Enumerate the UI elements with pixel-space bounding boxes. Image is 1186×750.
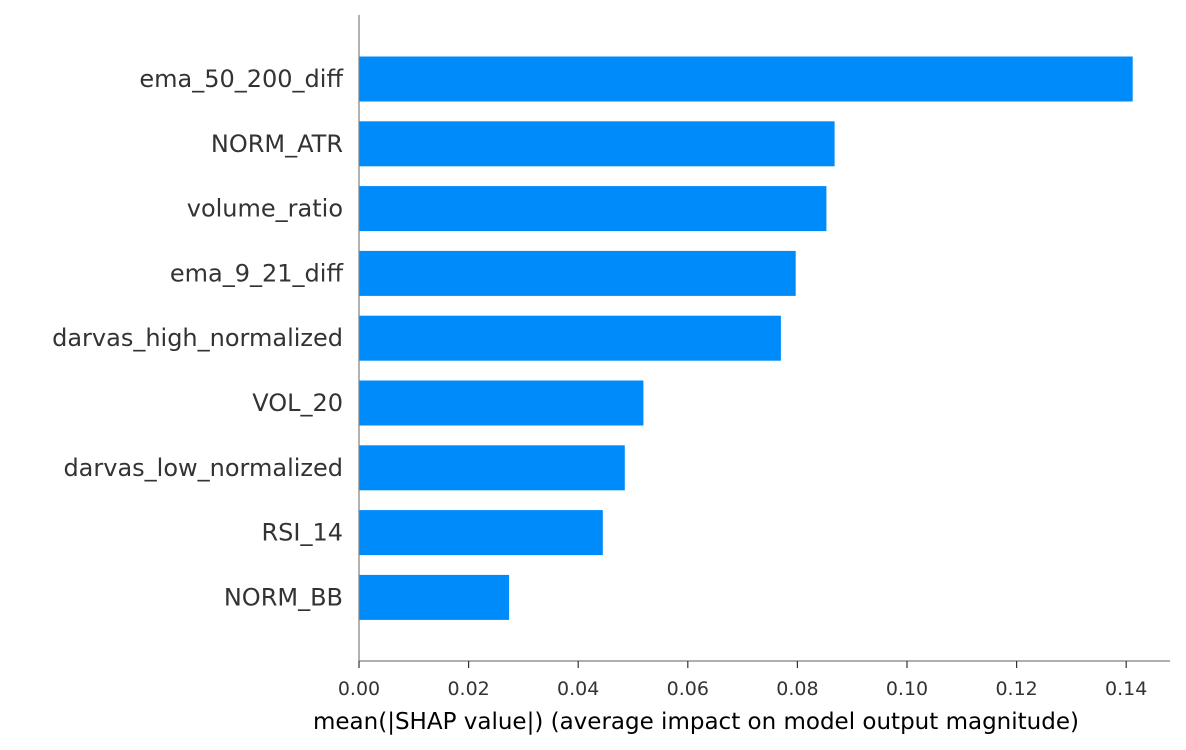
bar-VOL_20 bbox=[359, 380, 644, 426]
x-tick-label: 0.02 bbox=[447, 678, 489, 700]
bar-darvas_low_normalized bbox=[359, 445, 625, 491]
bar-NORM_BB bbox=[359, 574, 510, 620]
bar-ema_9_21_diff bbox=[359, 250, 796, 296]
x-axis-title: mean(|SHAP value|) (average impact on mo… bbox=[313, 709, 1079, 735]
x-tick-label: 0.00 bbox=[338, 678, 380, 700]
category-label-darvas_low_normalized: darvas_low_normalized bbox=[63, 454, 343, 482]
category-label-darvas_high_normalized: darvas_high_normalized bbox=[52, 324, 343, 352]
category-label-RSI_14: RSI_14 bbox=[261, 519, 343, 547]
x-tick-label: 0.08 bbox=[776, 678, 818, 700]
category-label-NORM_BB: NORM_BB bbox=[224, 583, 343, 611]
category-label-volume_ratio: volume_ratio bbox=[187, 195, 343, 223]
x-tick-label: 0.12 bbox=[995, 678, 1037, 700]
bar-NORM_ATR bbox=[359, 121, 835, 167]
bar-darvas_high_normalized bbox=[359, 315, 781, 361]
bar-volume_ratio bbox=[359, 186, 827, 232]
x-tick-label: 0.04 bbox=[557, 678, 599, 700]
x-ticks-group: 0.00 0.02 0.04 0.06 0.08 0.10 0.12 0.14 bbox=[338, 661, 1147, 700]
bar-ema_50_200_diff bbox=[359, 56, 1133, 102]
category-label-ema_9_21_diff: ema_9_21_diff bbox=[170, 259, 344, 287]
x-tick-label: 0.06 bbox=[667, 678, 709, 700]
category-label-VOL_20: VOL_20 bbox=[252, 389, 343, 417]
category-label-NORM_ATR: NORM_ATR bbox=[211, 130, 343, 158]
x-tick-label: 0.10 bbox=[886, 678, 928, 700]
category-labels-group: ema_50_200_diff NORM_ATR volume_ratio ema_9… bbox=[52, 65, 343, 611]
bars-group bbox=[359, 56, 1133, 620]
category-label-ema_50_200_diff: ema_50_200_diff bbox=[139, 65, 343, 93]
x-tick-label: 0.14 bbox=[1105, 678, 1147, 700]
bar-RSI_14 bbox=[359, 510, 603, 556]
